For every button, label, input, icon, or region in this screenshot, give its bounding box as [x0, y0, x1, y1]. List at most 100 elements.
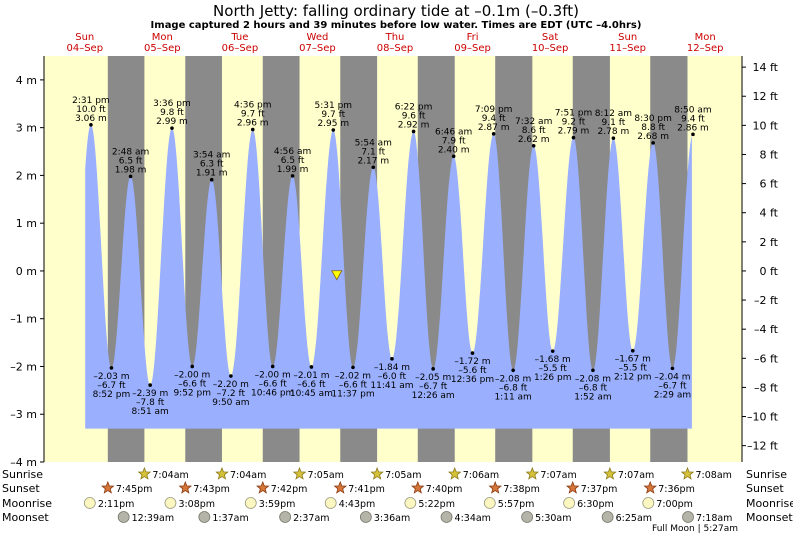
day-name-label: Mon [152, 32, 173, 43]
plot-area [44, 56, 742, 462]
moonrise-moon-icon [83, 497, 96, 509]
event-row-label-right: Sunset [746, 482, 784, 495]
moonrise-moon-icon [164, 497, 177, 509]
moonrise-time: 6:30pm [577, 499, 614, 510]
day-name-label: Tue [230, 32, 248, 43]
day-name-label: Sun [75, 32, 94, 43]
day-name-label: Fri [467, 32, 479, 43]
high-tide-feet: 6.5 ft [281, 156, 305, 166]
low-tide-feet: –6.6 ft [178, 379, 207, 389]
low-tide-meters: –1.72 m [454, 357, 490, 367]
high-tide-meters: 2.95 m [317, 119, 349, 129]
moonset-time: 2:37am [293, 513, 329, 524]
moon-phase-footnote: Full Moon | 5:27am [652, 524, 738, 534]
moonrise-moon-icon [563, 497, 576, 509]
low-tide-time: 10:46 pm [251, 388, 294, 398]
high-tide-meters: 3.06 m [75, 114, 107, 124]
high-tide-time: 7:32 am [515, 117, 552, 127]
sunset-time: 7:45pm [116, 484, 153, 495]
high-tide-point [491, 132, 496, 136]
high-tide-point [89, 122, 93, 127]
moonset-time: 12:39am [132, 513, 174, 524]
sunset-star-icon [178, 480, 193, 494]
high-tide-point [411, 129, 416, 134]
left-tick-label: –4 m [10, 456, 37, 469]
low-tide-point [309, 365, 314, 369]
high-tide-point [651, 141, 655, 145]
moonset-moon-icon [440, 511, 453, 523]
high-tide-time: 4:36 pm [234, 101, 272, 111]
low-tide-feet: –5.6 ft [458, 366, 487, 376]
low-tide-feet: –6.7 ft [97, 381, 126, 391]
moonrise-time: 5:22pm [418, 499, 455, 510]
low-tide-feet: –7.8 ft [136, 398, 165, 408]
low-tide-feet: –6.7 ft [419, 382, 448, 392]
high-tide-meters: 1.91 m [196, 169, 228, 179]
moonset-moon-icon [521, 511, 534, 523]
right-tick-label: –2 ft [754, 294, 779, 307]
high-tide-time: 5:54 am [355, 138, 392, 148]
high-tide-time: 8:30 pm [634, 114, 672, 124]
day-name-label: Thu [385, 32, 405, 43]
high-tide-point [691, 132, 695, 137]
moonset-moon-icon [279, 511, 292, 523]
low-tide-point [190, 364, 195, 369]
sunset-time: 7:43pm [193, 484, 230, 495]
right-tick-label: 2 ft [760, 236, 779, 249]
low-tide-time: 12:26 am [412, 391, 455, 401]
event-row-label-left: Sunset [2, 482, 40, 495]
low-tide-time: 9:52 pm [173, 388, 211, 398]
low-tide-meters: –1.67 m [615, 355, 651, 365]
moonrise-time: 3:59pm [259, 499, 296, 510]
day-date-label: 07–Sep [299, 43, 336, 54]
event-row-label-right: Moonset [746, 511, 793, 524]
sunset-time: 7:36pm [658, 484, 695, 495]
high-tide-time: 6:22 pm [395, 102, 433, 112]
right-tick-label: 12 ft [753, 90, 779, 103]
sunrise-star-icon [447, 466, 462, 480]
moonrise-moon-icon [404, 497, 417, 509]
high-tide-point [571, 135, 576, 140]
high-tide-point [128, 174, 133, 179]
high-tide-time: 6:46 am [435, 127, 472, 137]
low-tide-feet: –6.6 ft [259, 379, 288, 389]
sunrise-star-icon [292, 466, 307, 480]
sunset-time: 7:38pm [503, 484, 540, 495]
low-tide-meters: –2.04 m [654, 372, 690, 382]
high-tide-feet: 7.9 ft [442, 136, 466, 146]
sunrise-star-icon [603, 466, 617, 480]
high-tide-point [531, 143, 536, 148]
low-tide-point [431, 367, 435, 371]
low-tide-point [591, 368, 595, 373]
low-tide-feet: –7.2 ft [217, 389, 246, 399]
high-tide-time: 2:48 am [112, 147, 149, 157]
moonrise-time: 2:11pm [98, 499, 135, 510]
day-date-label: 09–Sep [454, 43, 491, 54]
high-tide-feet: 9.4 ft [482, 114, 506, 124]
sunrise-time: 7:05am [308, 470, 344, 481]
low-tide-time: 9:50 am [212, 398, 249, 408]
moonset-time: 7:18am [696, 513, 732, 524]
sunset-star-icon [333, 480, 348, 494]
low-tide-point [229, 374, 233, 378]
low-tide-meters: –2.03 m [93, 372, 129, 382]
moonset-time: 1:37am [212, 513, 248, 524]
low-tide-point [390, 357, 394, 361]
high-tide-feet: 7.1 ft [361, 147, 385, 157]
low-tide-time: 12:36 pm [451, 375, 494, 385]
event-row-label-right: Sunrise [746, 468, 787, 481]
day-date-label: 04–Sep [66, 43, 103, 54]
low-tide-point [270, 364, 275, 369]
high-tide-meters: 2.68 m [637, 132, 669, 142]
moonrise-time: 7:00pm [656, 499, 693, 510]
low-tide-meters: –2.20 m [213, 380, 249, 390]
right-tick-label: –12 ft [747, 440, 779, 453]
event-row-label-left: Sunrise [2, 468, 43, 481]
low-tide-meters: –2.39 m [132, 389, 168, 399]
event-row-label-right: Moonrise [746, 497, 793, 510]
low-tide-time: 2:29 am [654, 390, 691, 400]
high-tide-meters: 2.96 m [237, 119, 269, 129]
high-tide-time: 2:31 pm [72, 96, 110, 106]
moonrise-moon-icon [244, 497, 257, 509]
